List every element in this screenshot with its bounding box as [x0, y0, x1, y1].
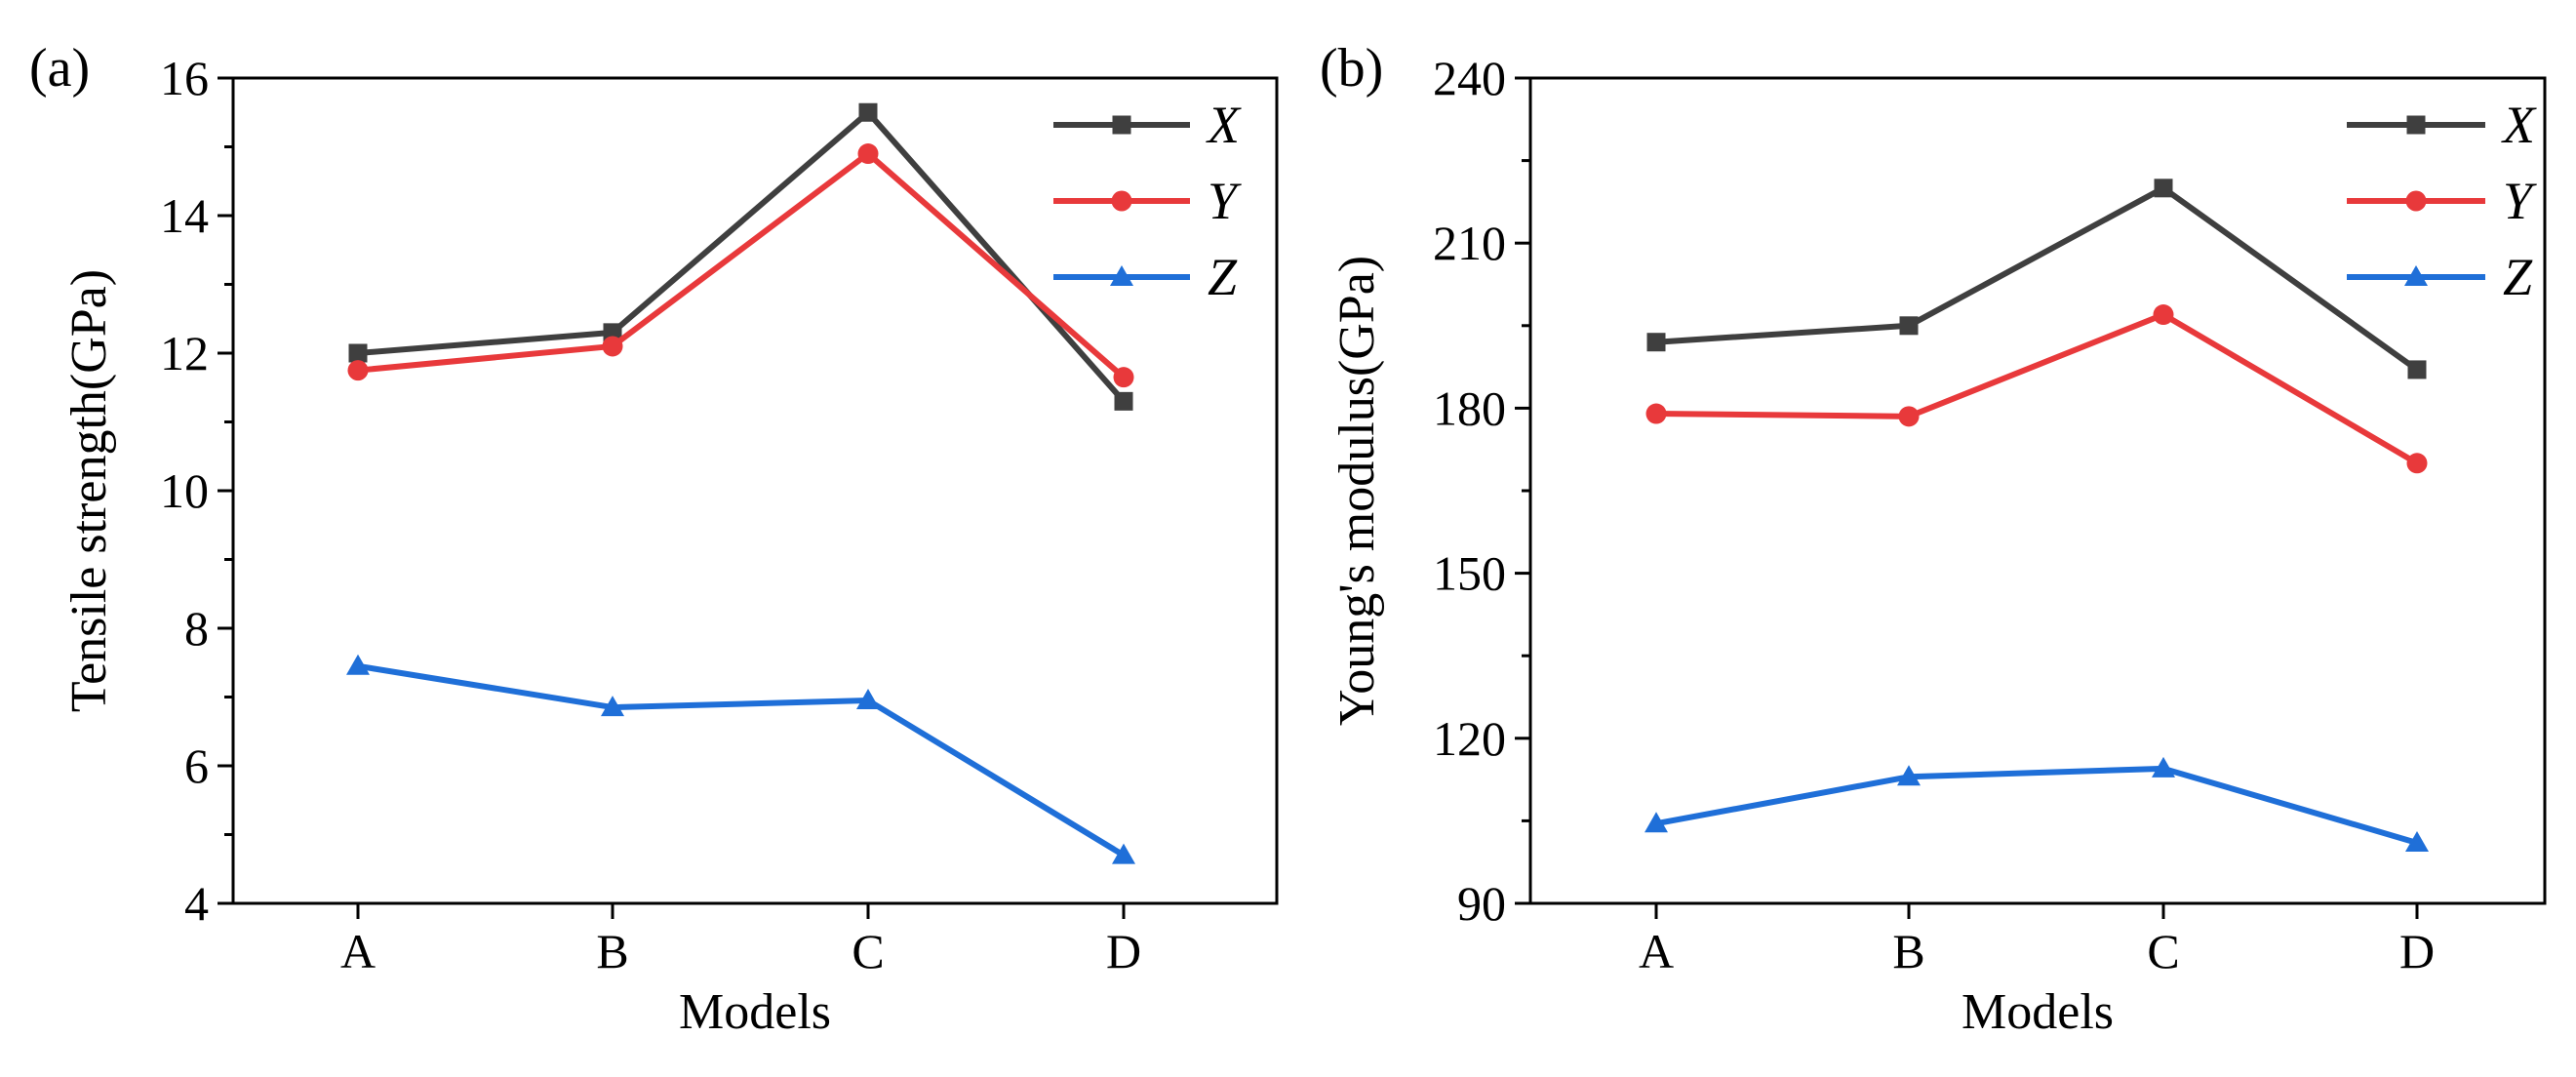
series-y: [347, 143, 1134, 388]
series-y-point: [1898, 406, 1920, 427]
series-y: [1645, 304, 2428, 474]
x-tick-label: A: [340, 924, 376, 978]
legend-label: Y: [2503, 172, 2537, 230]
series-x: [1646, 179, 2427, 379]
x-tick-label: C: [2147, 924, 2179, 978]
y-axis-title: Tensile strength(GPa): [61, 269, 117, 712]
y-tick-label: 6: [184, 738, 209, 793]
legend-item-y: Y: [1053, 172, 1242, 230]
legend-marker: [2405, 190, 2427, 212]
legend-label: X: [2501, 96, 2537, 154]
y-tick-label: 12: [160, 326, 209, 380]
legend-label: Z: [2503, 248, 2533, 306]
series-y-point: [602, 336, 623, 357]
series-y-point: [2406, 453, 2428, 474]
legend-label: Y: [1208, 172, 1242, 230]
series-x-point: [1114, 391, 1133, 411]
series-z-point: [1112, 843, 1135, 864]
y-tick-label: 16: [160, 51, 209, 105]
x-tick-label: B: [1892, 924, 1924, 978]
y-tick-label: 150: [1433, 546, 1506, 601]
series-x-point: [2154, 179, 2173, 198]
series-x-point: [858, 102, 878, 122]
x-tick-label: D: [1106, 924, 1141, 978]
legend-label: Z: [1208, 248, 1238, 306]
x-axis-title: Models: [1962, 984, 2114, 1040]
legend-marker: [2406, 115, 2426, 135]
series-x-point: [348, 343, 368, 363]
series-x-line: [1655, 184, 2419, 373]
series-z: [1645, 756, 2429, 852]
x-tick-label: A: [1639, 924, 1674, 978]
series-z-point: [856, 689, 880, 710]
series-z-point: [2405, 830, 2429, 852]
series-y-point: [1113, 367, 1134, 388]
y-tick-label: 4: [184, 876, 209, 931]
y-tick-label: 90: [1457, 876, 1506, 931]
y-axis-title: Young's modulus(GPa): [1329, 256, 1385, 726]
legend-marker: [1112, 115, 1131, 135]
panel-b: (b) 90 120 150 180 210 240 A B C D Models Young's mo…: [1320, 38, 2547, 1040]
y-tick-label: 210: [1433, 216, 1506, 270]
series-z-point: [2152, 756, 2175, 778]
legend-item-z: Z: [1053, 248, 1238, 306]
series-x-point: [1646, 333, 1666, 352]
legend-label: X: [1206, 96, 1242, 154]
series-z-point: [346, 654, 370, 675]
legend-marker: [1110, 265, 1133, 286]
x-tick-label: D: [2399, 924, 2435, 978]
series-y-point: [1645, 403, 1667, 424]
y-tick-label: 14: [160, 188, 209, 243]
series-y-line: [357, 150, 1126, 379]
y-tick-label: 120: [1433, 711, 1506, 766]
series-z-line: [357, 662, 1126, 858]
series-z-line: [1655, 765, 2418, 846]
legend-marker: [2404, 265, 2428, 286]
series-y-point: [347, 360, 369, 381]
series-z: [346, 654, 1135, 864]
panel-a: (a) 4 6 8 10 12 14 16 A B C D Models Tensile strength…: [29, 38, 1279, 1040]
y-tick-label: 8: [184, 601, 209, 656]
series-y-line: [1655, 311, 2419, 466]
series-z-point: [1897, 765, 1921, 786]
x-axis-title: Models: [679, 984, 831, 1040]
y-tick-label: 180: [1433, 380, 1506, 435]
series-x-point: [1899, 316, 1919, 336]
series-z-point: [601, 696, 624, 717]
series-y-point: [857, 143, 879, 165]
series-z-point: [1645, 812, 1668, 833]
legend-item-x: X: [1053, 96, 1242, 154]
legend-item-z: Z: [2347, 248, 2533, 306]
series-x-point: [2407, 360, 2427, 379]
legend-item-y: Y: [2347, 172, 2537, 230]
y-tick-label: 10: [160, 463, 209, 518]
x-tick-label: C: [852, 924, 884, 978]
panel-label: (a): [29, 38, 90, 99]
legend-marker: [1111, 190, 1132, 212]
x-tick-label: B: [596, 924, 628, 978]
panel-label: (b): [1320, 38, 1383, 99]
series-y-point: [2153, 304, 2174, 326]
legend-item-x: X: [2347, 96, 2537, 154]
series-x-line: [357, 109, 1127, 404]
y-tick-label: 240: [1433, 51, 1506, 105]
